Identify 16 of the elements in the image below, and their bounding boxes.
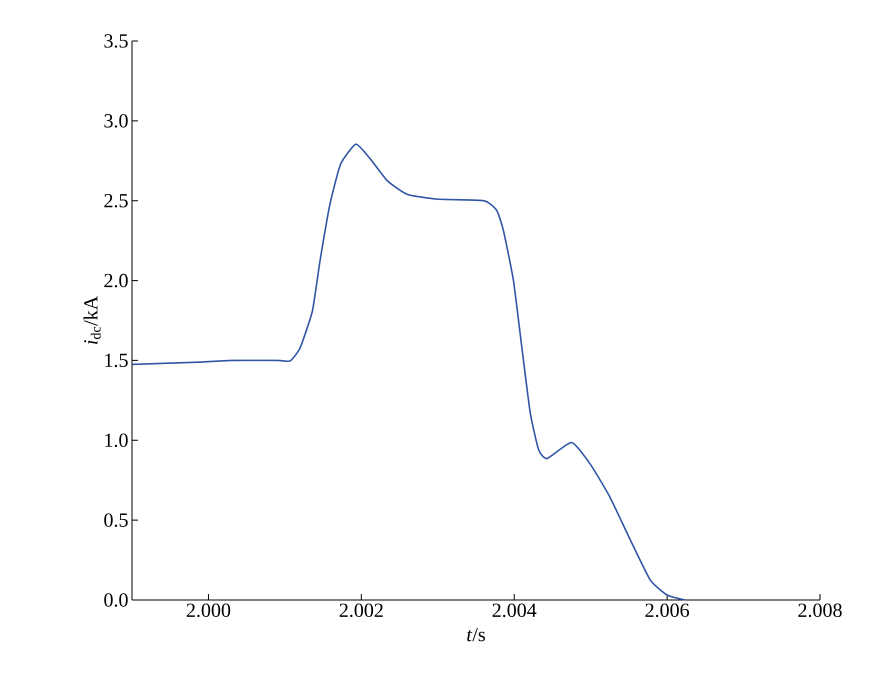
y-tick-label: 0.5 bbox=[104, 513, 128, 527]
x-tick-label: 2.002 bbox=[340, 604, 383, 618]
line-series bbox=[131, 143, 686, 601]
x-tick-label: 2.006 bbox=[645, 604, 690, 618]
y-tick-label: 0.0 bbox=[104, 593, 128, 607]
x-axis-title: t/s bbox=[467, 628, 485, 642]
y-axis-title: i$_{dc}$/kA bbox=[84, 296, 101, 344]
y-tick-label: 2.5 bbox=[104, 194, 128, 208]
x-tick-label: 2.004 bbox=[492, 604, 536, 618]
x-tick-label: 2.000 bbox=[186, 604, 230, 618]
y-tick-label: 1.5 bbox=[105, 354, 128, 368]
y-tick-label: 1.0 bbox=[105, 433, 128, 448]
y-tick-label: 3.0 bbox=[104, 114, 128, 128]
y-tick-label: 2.0 bbox=[104, 274, 128, 288]
y-tick-label: 3.5 bbox=[104, 34, 128, 48]
x-tick-label: 2.008 bbox=[798, 604, 842, 618]
